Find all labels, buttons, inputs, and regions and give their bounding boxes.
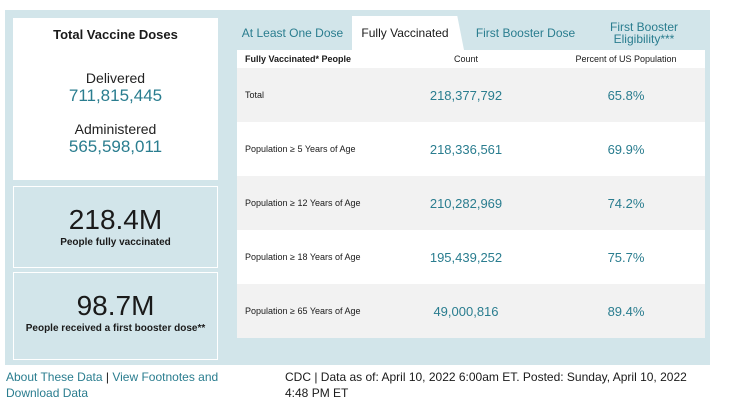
row-count: 210,282,969 xyxy=(429,195,503,211)
administered-metric: Administered 565,598,011 xyxy=(13,121,218,157)
row-percent: 75.7% xyxy=(607,249,645,265)
header-group: Fully Vaccinated* People xyxy=(245,54,352,64)
total-doses-card: Total Vaccine Doses Delivered 711,815,44… xyxy=(13,18,218,180)
delivered-metric: Delivered 711,815,445 xyxy=(13,70,218,106)
vaccination-tabs: At Least One Dose Fully Vaccinated First… xyxy=(235,16,705,50)
delivered-value: 711,815,445 xyxy=(68,86,163,105)
row-percent: 65.8% xyxy=(607,87,645,103)
footnotes-download-link[interactable]: View Footnotes and Download Data xyxy=(6,370,219,400)
row-count: 195,439,252 xyxy=(429,249,503,265)
row-group: Total xyxy=(245,90,265,100)
footer-separator: | xyxy=(105,370,109,384)
fully-vaccinated-stat: 218.4M People fully vaccinated xyxy=(13,186,218,268)
footer-links: About These Data | View Footnotes and Do… xyxy=(6,369,246,401)
total-doses-title: Total Vaccine Doses xyxy=(53,27,178,42)
tab-first-booster-dose[interactable]: First Booster Dose xyxy=(475,26,576,40)
tab-at-least-one-dose[interactable]: At Least One Dose xyxy=(241,26,344,40)
delivered-label: Delivered xyxy=(85,70,146,86)
row-group: Population ≥ 65 Years of Age xyxy=(245,306,361,316)
fully-vaccinated-table: Fully Vaccinated* People Count Percent o… xyxy=(237,50,705,338)
tab-fully-vaccinated[interactable]: Fully Vaccinated xyxy=(352,16,464,50)
row-count: 218,336,561 xyxy=(429,141,503,157)
table-row: Population ≥ 65 Years of Age 49,000,816 … xyxy=(237,284,705,338)
table-header: Fully Vaccinated* People Count Percent o… xyxy=(237,50,705,68)
row-group: Population ≥ 12 Years of Age xyxy=(245,198,361,208)
administered-label: Administered xyxy=(74,121,157,137)
header-count: Count xyxy=(453,54,479,64)
tab-first-booster-eligibility[interactable]: First Booster Eligibility*** xyxy=(609,20,678,46)
vaccine-data-panel: Total Vaccine Doses Delivered 711,815,44… xyxy=(5,10,710,365)
about-data-link[interactable]: About These Data xyxy=(6,370,103,384)
row-group: Population ≥ 18 Years of Age xyxy=(245,252,361,262)
data-source-note: CDC | Data as of: April 10, 2022 6:00am … xyxy=(285,370,687,400)
row-count: 218,377,792 xyxy=(429,87,503,103)
table-row: Total 218,377,792 65.8% xyxy=(237,68,705,122)
administered-value: 565,598,011 xyxy=(68,137,163,156)
header-percent: Percent of US Population xyxy=(575,54,677,64)
table-row: Population ≥ 18 Years of Age 195,439,252… xyxy=(237,230,705,284)
table-row: Population ≥ 12 Years of Age 210,282,969… xyxy=(237,176,705,230)
table-row: Population ≥ 5 Years of Age 218,336,561 … xyxy=(237,122,705,176)
fully-vaccinated-value: 218.4M xyxy=(68,204,163,235)
row-percent: 89.4% xyxy=(607,303,645,319)
fully-vaccinated-caption: People fully vaccinated xyxy=(60,237,171,248)
row-percent: 74.2% xyxy=(607,195,645,211)
row-count: 49,000,816 xyxy=(433,303,499,319)
row-percent: 69.9% xyxy=(607,141,645,157)
first-booster-stat: 98.7M People received a first booster do… xyxy=(13,272,218,360)
first-booster-caption: People received a first booster dose** xyxy=(25,323,206,334)
row-group: Population ≥ 5 Years of Age xyxy=(245,144,356,154)
first-booster-value: 98.7M xyxy=(76,290,155,321)
